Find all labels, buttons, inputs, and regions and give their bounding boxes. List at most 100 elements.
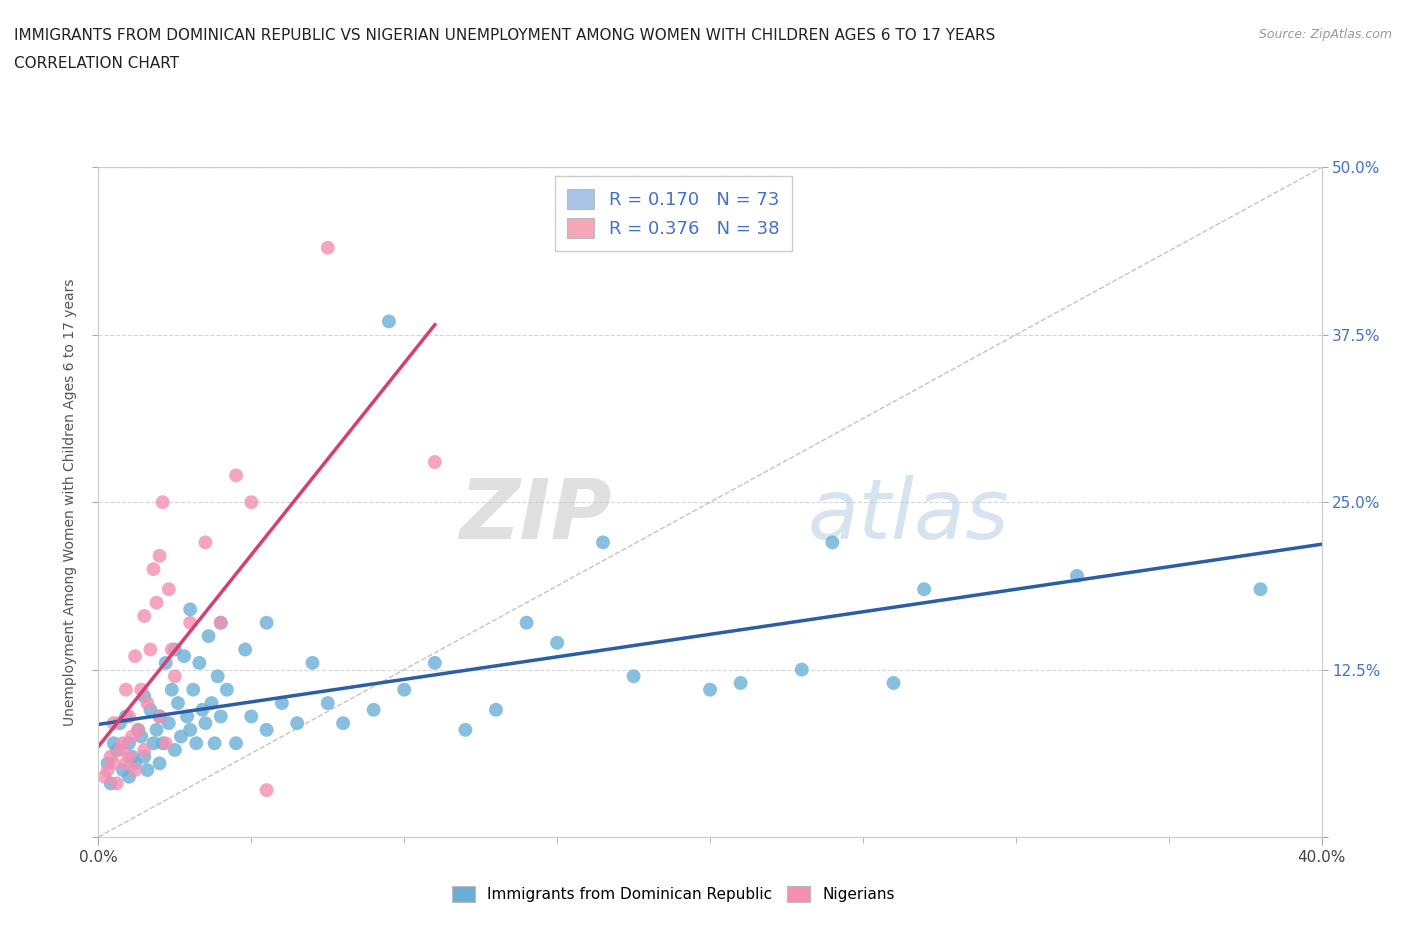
Point	[155, 656, 177, 671]
Point	[270, 696, 294, 711]
Point	[108, 716, 131, 731]
Point	[155, 736, 177, 751]
Point	[121, 750, 143, 764]
Point	[592, 535, 614, 550]
Point	[699, 683, 721, 698]
Point	[256, 723, 278, 737]
Point	[392, 683, 416, 698]
Point	[160, 642, 183, 657]
Point	[105, 776, 128, 790]
Point	[142, 736, 165, 751]
Point	[332, 716, 354, 731]
Point	[118, 709, 141, 724]
Point	[623, 669, 645, 684]
Text: atlas: atlas	[808, 475, 1010, 556]
Text: Source: ZipAtlas.com: Source: ZipAtlas.com	[1258, 28, 1392, 41]
Point	[129, 729, 152, 744]
Point	[821, 535, 844, 550]
Point	[124, 763, 146, 777]
Point	[179, 602, 201, 617]
Point	[883, 675, 905, 690]
Point	[209, 709, 232, 724]
Point	[285, 716, 308, 731]
Point	[181, 683, 204, 698]
Point	[149, 756, 172, 771]
Point	[103, 756, 125, 771]
Point	[204, 736, 226, 751]
Point	[134, 608, 156, 623]
Point	[912, 582, 935, 597]
Point	[149, 709, 172, 724]
Point	[149, 709, 172, 724]
Point	[188, 656, 211, 671]
Point	[149, 549, 172, 564]
Point	[301, 656, 323, 671]
Point	[167, 696, 190, 711]
Point	[209, 616, 232, 631]
Point	[163, 642, 186, 657]
Point	[111, 736, 134, 751]
Text: ZIP: ZIP	[460, 475, 612, 556]
Text: IMMIGRANTS FROM DOMINICAN REPUBLIC VS NIGERIAN UNEMPLOYMENT AMONG WOMEN WITH CHI: IMMIGRANTS FROM DOMINICAN REPUBLIC VS NI…	[14, 28, 995, 43]
Point	[485, 702, 508, 717]
Point	[97, 756, 120, 771]
Point	[124, 756, 146, 771]
Point	[118, 736, 141, 751]
Point	[134, 750, 156, 764]
Point	[240, 709, 263, 724]
Point	[111, 763, 134, 777]
Point	[134, 742, 156, 757]
Point	[145, 723, 167, 737]
Point	[1066, 568, 1088, 583]
Legend: Immigrants from Dominican Republic, Nigerians: Immigrants from Dominican Republic, Nige…	[444, 879, 903, 910]
Point	[200, 696, 222, 711]
Point	[378, 314, 401, 329]
Point	[145, 595, 167, 610]
Point	[129, 683, 152, 698]
Point	[176, 709, 198, 724]
Point	[316, 240, 339, 255]
Text: CORRELATION CHART: CORRELATION CHART	[14, 56, 179, 71]
Point	[186, 736, 208, 751]
Point	[197, 629, 219, 644]
Point	[233, 642, 256, 657]
Point	[423, 455, 446, 470]
Point	[157, 716, 180, 731]
Point	[179, 616, 201, 631]
Point	[163, 669, 186, 684]
Point	[118, 750, 141, 764]
Point	[100, 776, 122, 790]
Point	[97, 763, 120, 777]
Point	[157, 582, 180, 597]
Point	[546, 635, 568, 650]
Point	[225, 468, 247, 483]
Point	[103, 716, 125, 731]
Point	[316, 696, 339, 711]
Point	[139, 642, 162, 657]
Point	[139, 702, 162, 717]
Point	[194, 535, 217, 550]
Point	[179, 723, 201, 737]
Point	[134, 689, 156, 704]
Point	[93, 769, 115, 784]
Point	[118, 769, 141, 784]
Point	[124, 649, 146, 664]
Point	[105, 742, 128, 757]
Point	[423, 656, 446, 671]
Point	[108, 742, 131, 757]
Point	[152, 495, 174, 510]
Point	[115, 683, 138, 698]
Point	[516, 616, 538, 631]
Point	[173, 649, 195, 664]
Point	[454, 723, 477, 737]
Point	[194, 716, 217, 731]
Point	[790, 662, 813, 677]
Point	[215, 683, 238, 698]
Point	[170, 729, 193, 744]
Point	[103, 736, 125, 751]
Point	[115, 756, 138, 771]
Point	[121, 729, 143, 744]
Point	[256, 616, 278, 631]
Y-axis label: Unemployment Among Women with Children Ages 6 to 17 years: Unemployment Among Women with Children A…	[63, 278, 77, 726]
Point	[256, 783, 278, 798]
